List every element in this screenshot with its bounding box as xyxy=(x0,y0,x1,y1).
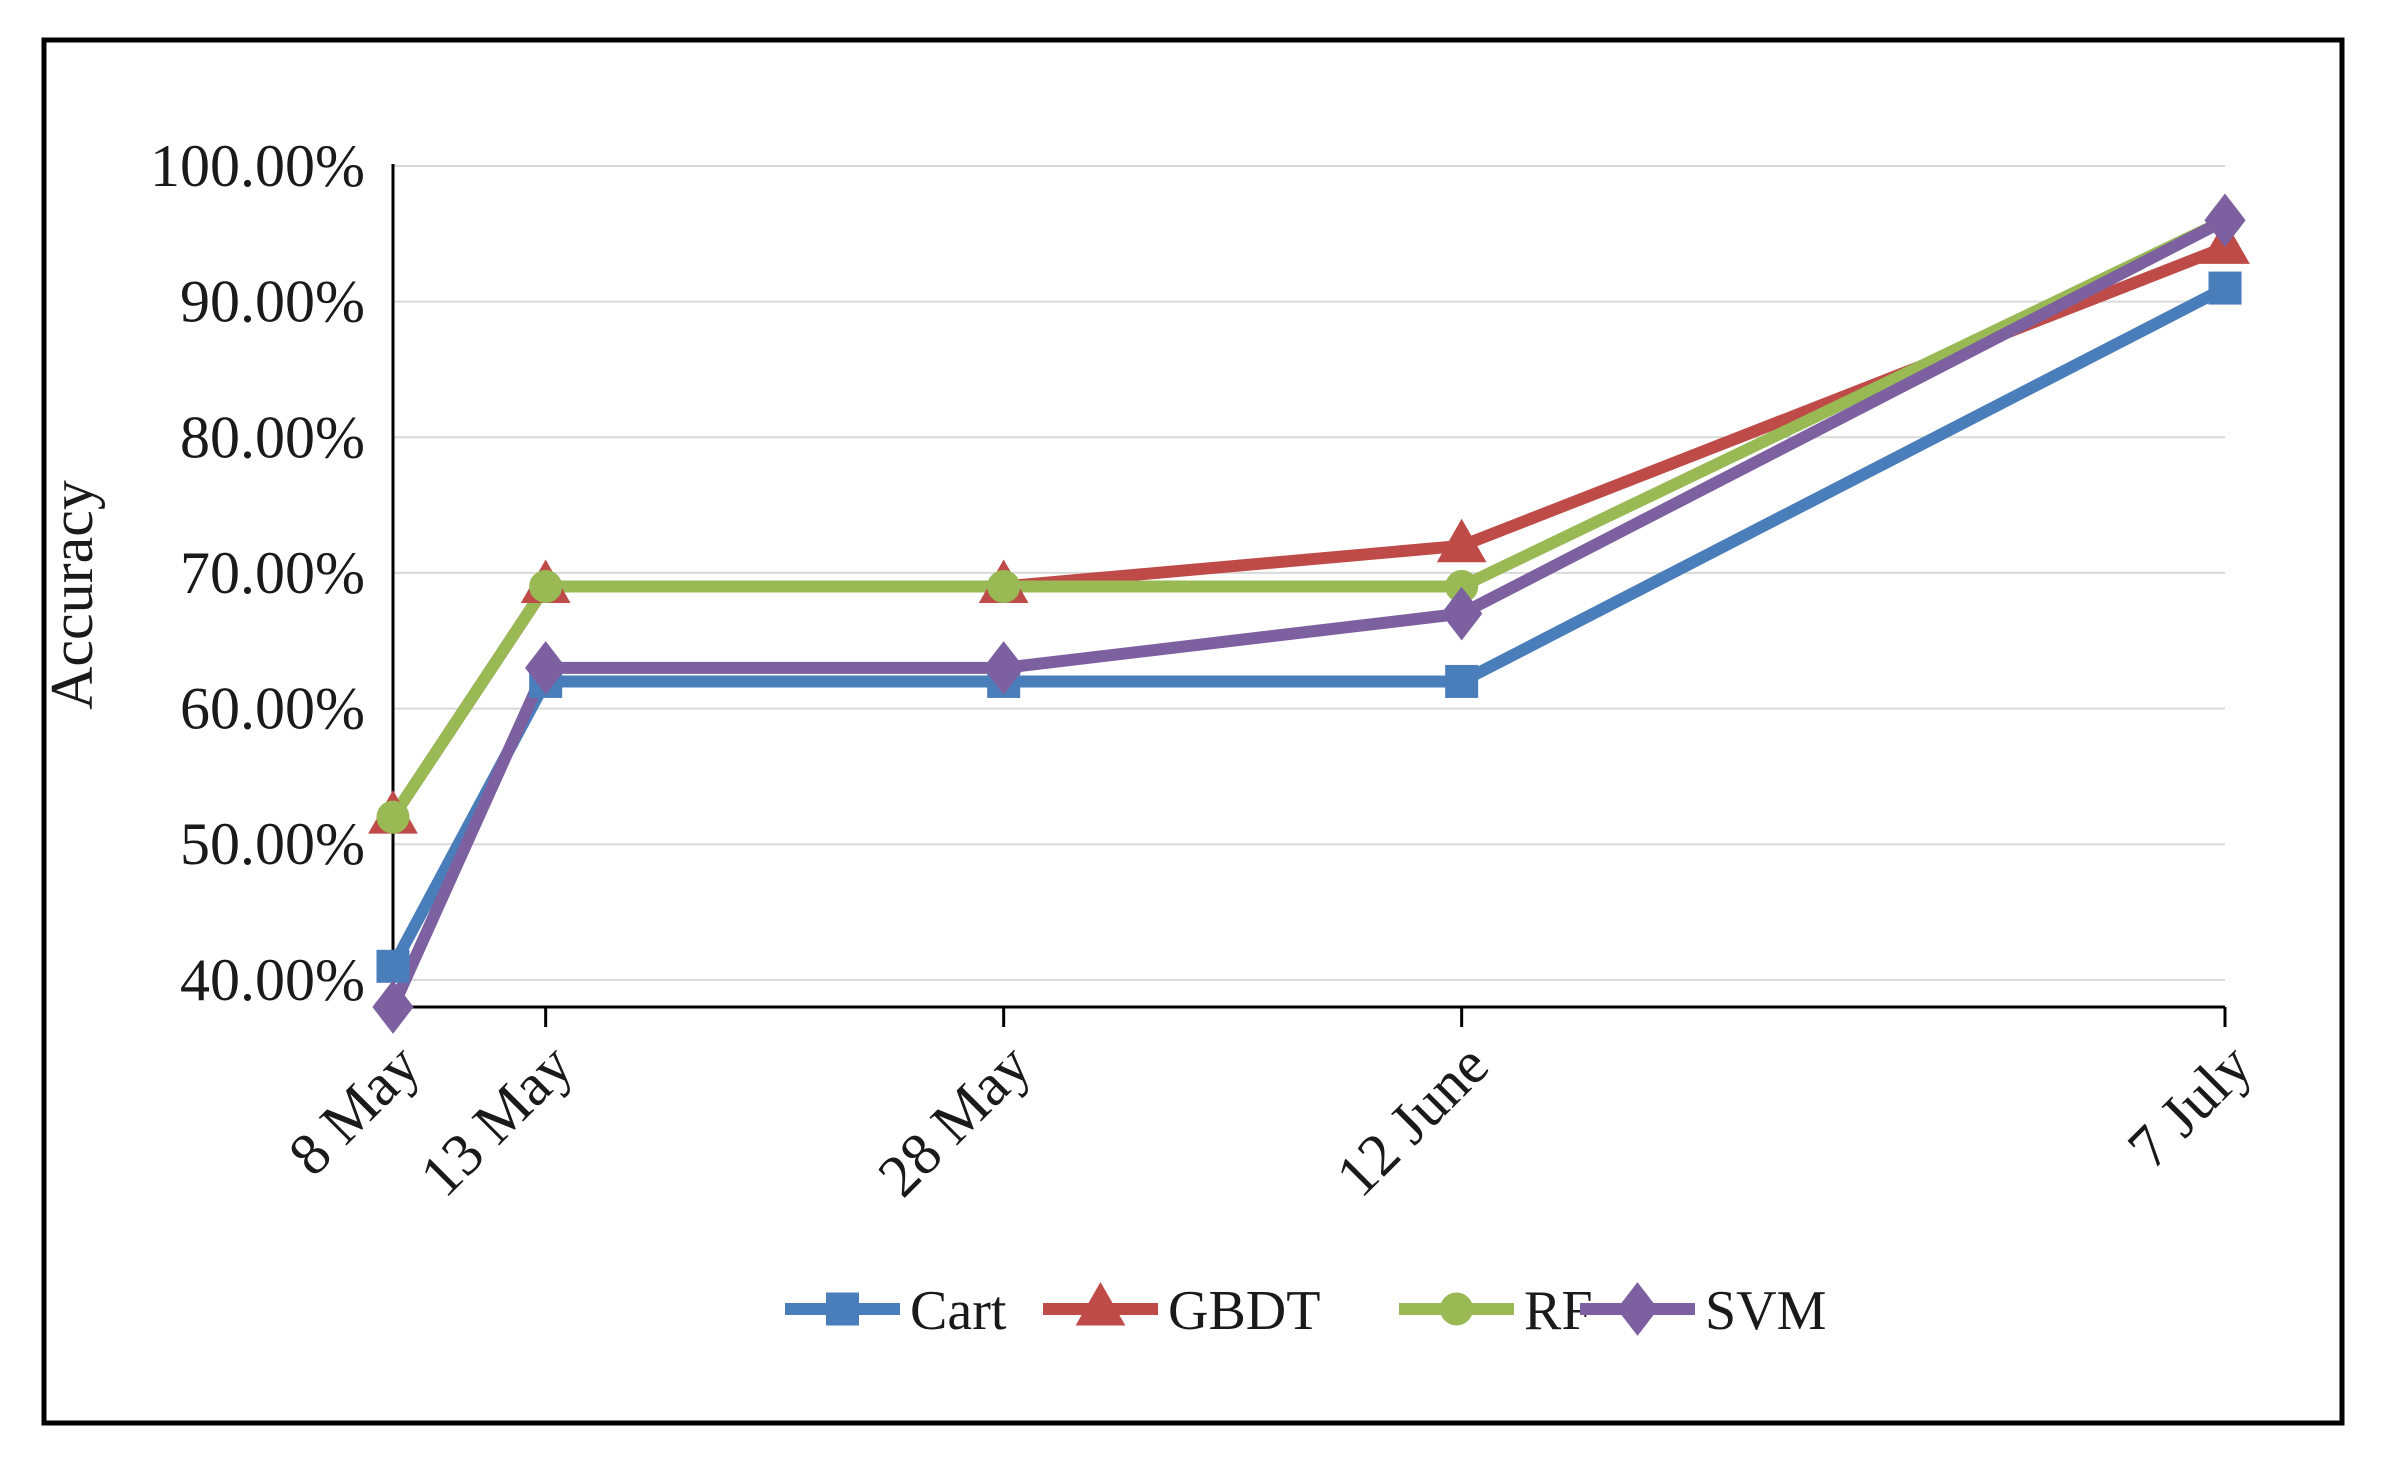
legend: Cart GBDT RF SVM xyxy=(785,1280,1826,1342)
data-point-gbdt xyxy=(1436,518,1487,563)
data-point-rf xyxy=(376,800,410,834)
gridlines xyxy=(393,165,2225,981)
legend-marker-rf xyxy=(1440,1292,1473,1326)
y-axis-title: Accuracy xyxy=(39,480,105,710)
data-point-cart xyxy=(376,949,410,983)
data-point-svm xyxy=(372,980,414,1034)
y-tick-label: 80.00% xyxy=(180,404,365,470)
data-point-cart xyxy=(2208,271,2242,305)
y-tick-label: 100.00% xyxy=(150,133,365,199)
data-point-rf xyxy=(987,570,1021,603)
legend-marker-svm xyxy=(1616,1282,1659,1336)
y-tick-label: 60.00% xyxy=(180,676,365,742)
y-tick-labels: 40.00% 50.00% 60.00% 70.00% 80.00% 90.00% 100.… xyxy=(150,133,365,1013)
data-markers xyxy=(368,193,2250,1034)
legend-label-gbdt: GBDT xyxy=(1168,1280,1320,1342)
y-tick-label: 70.00% xyxy=(180,540,365,606)
y-tick-label: 50.00% xyxy=(180,811,365,877)
data-point-svm xyxy=(2204,193,2246,248)
legend-label-svm: SVM xyxy=(1705,1280,1826,1342)
y-tick-label: 90.00% xyxy=(180,269,365,335)
legend-marker-cart xyxy=(826,1292,859,1326)
data-point-svm xyxy=(983,641,1025,695)
axes xyxy=(391,164,2227,1027)
data-point-cart xyxy=(1445,664,1479,698)
data-point-rf xyxy=(529,570,563,603)
data-point-svm xyxy=(525,641,567,695)
data-point-svm xyxy=(1441,586,1483,641)
legend-marker-gbdt xyxy=(1075,1281,1126,1326)
legend-label-cart: Cart xyxy=(910,1280,1007,1342)
y-tick-label: 40.00% xyxy=(180,947,365,1013)
chart-frame xyxy=(41,37,2345,1426)
